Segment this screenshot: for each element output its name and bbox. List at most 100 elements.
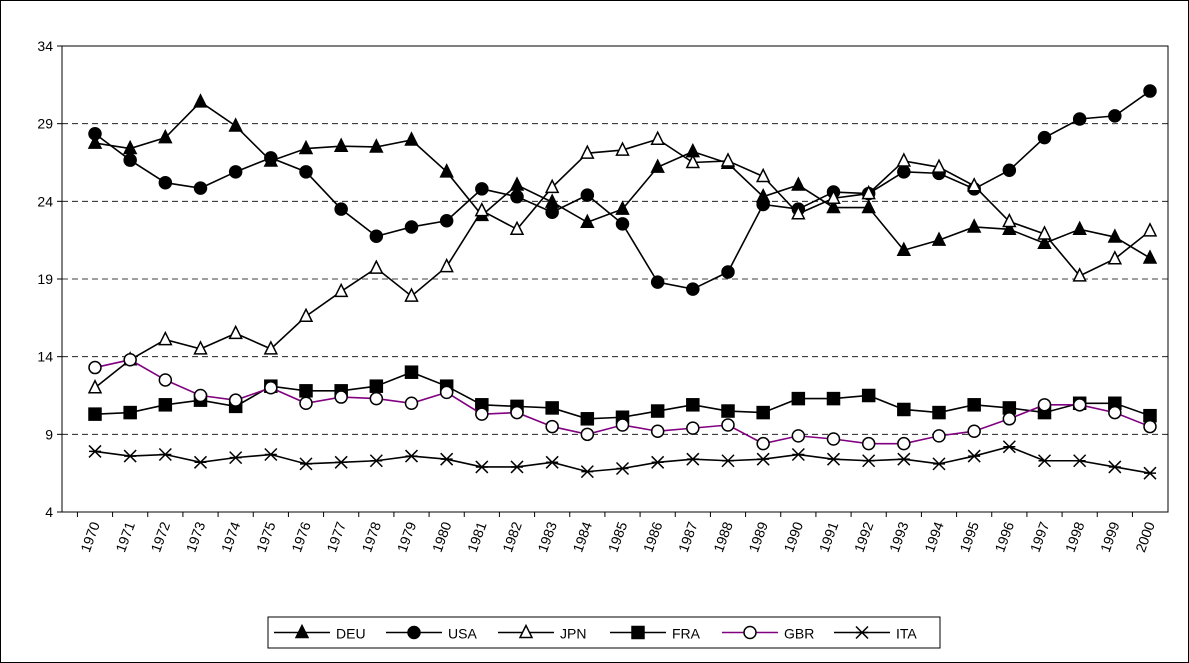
marker: [193, 181, 208, 195]
marker: [615, 217, 630, 231]
marker: [932, 405, 946, 420]
marker: [229, 451, 243, 465]
y-tick-label: 24: [37, 193, 53, 209]
marker: [87, 134, 103, 149]
legend-label: GBR: [784, 626, 814, 642]
marker: [651, 455, 665, 469]
marker: [333, 137, 349, 152]
marker: [369, 454, 383, 468]
marker: [1107, 228, 1123, 243]
marker: [932, 429, 946, 443]
marker: [440, 452, 454, 466]
marker: [544, 178, 560, 194]
marker: [88, 127, 102, 141]
marker: [1108, 460, 1122, 474]
marker: [404, 396, 419, 411]
marker: [369, 259, 384, 274]
marker: [158, 330, 173, 346]
marker: [123, 353, 137, 367]
marker: [158, 128, 173, 144]
marker: [333, 282, 349, 298]
marker: [1072, 112, 1087, 126]
marker: [615, 141, 630, 156]
y-tick-label: 19: [37, 271, 53, 287]
marker: [791, 447, 805, 462]
marker: [720, 152, 736, 167]
marker: [1037, 398, 1052, 412]
y-tick-label: 9: [45, 426, 53, 442]
marker: [334, 202, 348, 216]
marker: [861, 436, 876, 451]
marker: [966, 177, 982, 192]
marker: [650, 404, 665, 418]
marker: [545, 455, 559, 469]
marker: [686, 282, 700, 296]
marker: [897, 165, 911, 179]
marker: [439, 385, 454, 400]
marker: [475, 182, 489, 196]
marker: [158, 175, 173, 190]
marker: [686, 452, 700, 466]
marker: [631, 625, 645, 640]
marker: [580, 427, 595, 442]
marker: [193, 340, 208, 355]
marker: [1037, 454, 1052, 468]
marker: [228, 117, 243, 132]
marker: [1002, 212, 1017, 228]
marker: [826, 391, 841, 406]
legend-label: ITA: [896, 626, 917, 642]
marker: [123, 405, 137, 420]
marker: [1108, 109, 1122, 123]
marker: [1143, 466, 1157, 480]
marker: [756, 436, 770, 451]
marker: [439, 257, 454, 273]
marker: [967, 398, 981, 412]
legend-label: DEU: [336, 626, 366, 642]
marker: [228, 165, 243, 179]
marker: [615, 418, 630, 432]
marker: [299, 457, 313, 471]
marker: [88, 444, 102, 458]
marker: [263, 340, 279, 355]
marker: [193, 93, 208, 108]
marker: [1072, 220, 1087, 236]
marker: [158, 398, 173, 412]
marker: [299, 165, 313, 179]
marker: [228, 393, 243, 407]
marker: [861, 198, 876, 214]
marker: [580, 412, 595, 426]
marker: [897, 402, 911, 417]
marker: [87, 379, 103, 394]
marker: [580, 144, 595, 159]
marker: [88, 407, 102, 421]
marker: [369, 138, 384, 153]
marker: [404, 131, 419, 146]
marker: [896, 241, 912, 257]
marker: [615, 200, 630, 215]
marker: [721, 454, 735, 468]
marker: [791, 205, 806, 220]
marker: [966, 218, 982, 233]
marker: [1143, 84, 1157, 98]
marker: [580, 465, 594, 479]
marker: [1037, 130, 1052, 145]
marker: [404, 220, 419, 234]
y-tick-label: 4: [45, 504, 53, 520]
marker: [756, 452, 770, 466]
marker: [826, 189, 841, 204]
marker: [791, 391, 806, 406]
marker: [123, 449, 137, 463]
marker: [791, 429, 806, 443]
marker: [158, 373, 173, 387]
marker: [1072, 267, 1087, 282]
marker: [264, 447, 278, 462]
marker: [228, 324, 243, 340]
marker: [1143, 419, 1157, 434]
marker: [264, 151, 278, 165]
marker: [475, 407, 489, 421]
marker: [298, 307, 314, 323]
marker: [650, 158, 665, 173]
marker: [897, 452, 911, 466]
marker: [897, 436, 911, 451]
marker: [931, 158, 947, 173]
